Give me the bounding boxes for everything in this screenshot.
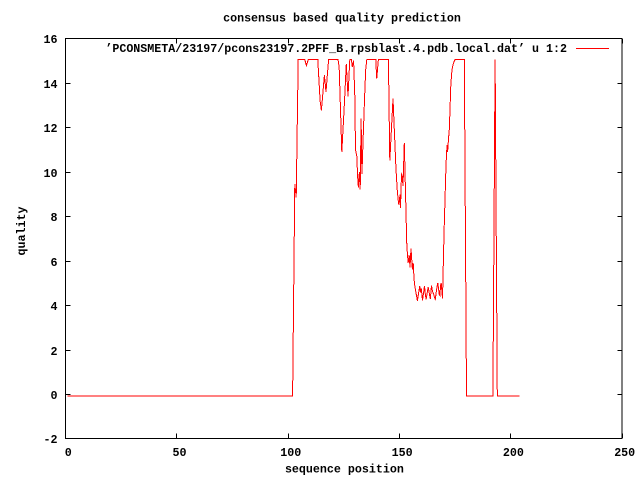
svg-text:2: 2 (51, 345, 58, 359)
svg-text:50: 50 (173, 446, 187, 460)
svg-text:250: 250 (614, 446, 635, 460)
svg-text:16: 16 (44, 33, 58, 47)
svg-text:sequence position: sequence position (285, 463, 404, 477)
svg-text:6: 6 (51, 256, 58, 270)
svg-text:0: 0 (65, 446, 72, 460)
svg-text:8: 8 (51, 211, 58, 225)
svg-text:quality: quality (15, 207, 29, 256)
svg-text:0: 0 (51, 389, 58, 403)
svg-text:’PCONSMETA/23197/pcons23197.2P: ’PCONSMETA/23197/pcons23197.2PFF_B.rpsbl… (105, 42, 567, 56)
svg-text:150: 150 (392, 446, 413, 460)
svg-text:12: 12 (44, 122, 58, 136)
svg-text:4: 4 (51, 300, 58, 314)
svg-text:10: 10 (44, 167, 58, 181)
svg-text:100: 100 (280, 446, 301, 460)
svg-text:consensus based quality predic: consensus based quality prediction (223, 12, 461, 26)
svg-text:14: 14 (44, 78, 58, 92)
svg-text:200: 200 (503, 446, 524, 460)
svg-text:-2: -2 (44, 433, 58, 447)
